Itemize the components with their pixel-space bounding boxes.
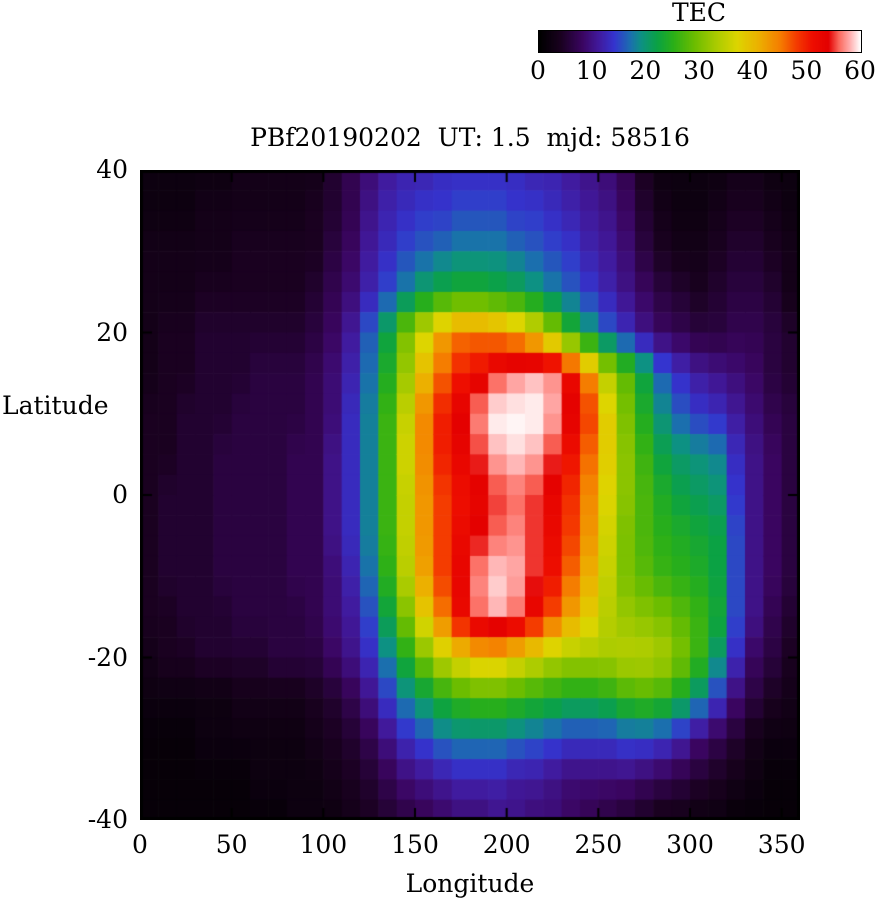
y-axis-tick-labels: 40 20 0 -20 -40 xyxy=(0,155,128,834)
colorbar-tick-label: 30 xyxy=(683,56,715,85)
y-tick-label: 40 xyxy=(96,155,128,184)
x-tick-label: 250 xyxy=(574,830,623,859)
plot-title: PBf20190202 UT: 1.5 mjd: 58516 xyxy=(250,123,690,152)
colorbar-tick-label: 10 xyxy=(575,56,608,85)
y-axis-label: Latitude xyxy=(2,391,109,420)
colorbar-title: TEC xyxy=(671,0,727,27)
colorbar-gradient xyxy=(538,30,862,53)
colorbar-tick-label: 20 xyxy=(629,56,662,85)
x-tick-label: 50 xyxy=(215,830,248,859)
y-tick-label: -40 xyxy=(87,805,128,834)
y-tick-label: 20 xyxy=(96,317,128,347)
x-tick-label: 350 xyxy=(757,830,806,859)
colorbar-tick-labels: 0 10 20 30 40 50 60 xyxy=(530,56,876,86)
x-axis-label: Longitude xyxy=(405,869,535,898)
colorbar-tick-label: 50 xyxy=(790,56,823,85)
x-axis-tick-labels: 0 50 100 150 200 250 300 350 xyxy=(132,830,805,862)
x-tick-label: 300 xyxy=(666,830,714,859)
colorbar-tick-label: 40 xyxy=(736,56,769,85)
colorbar-tick-label: 60 xyxy=(844,56,876,85)
x-tick-label: 200 xyxy=(482,830,531,859)
heatmap-canvas xyxy=(140,170,800,820)
y-tick-label: 0 xyxy=(112,480,128,509)
x-tick-label: 0 xyxy=(132,830,148,859)
y-tick-label: -20 xyxy=(87,642,128,672)
colorbar-tick-label: 0 xyxy=(530,56,546,85)
x-tick-label: 100 xyxy=(299,830,348,859)
x-tick-label: 150 xyxy=(391,830,439,859)
